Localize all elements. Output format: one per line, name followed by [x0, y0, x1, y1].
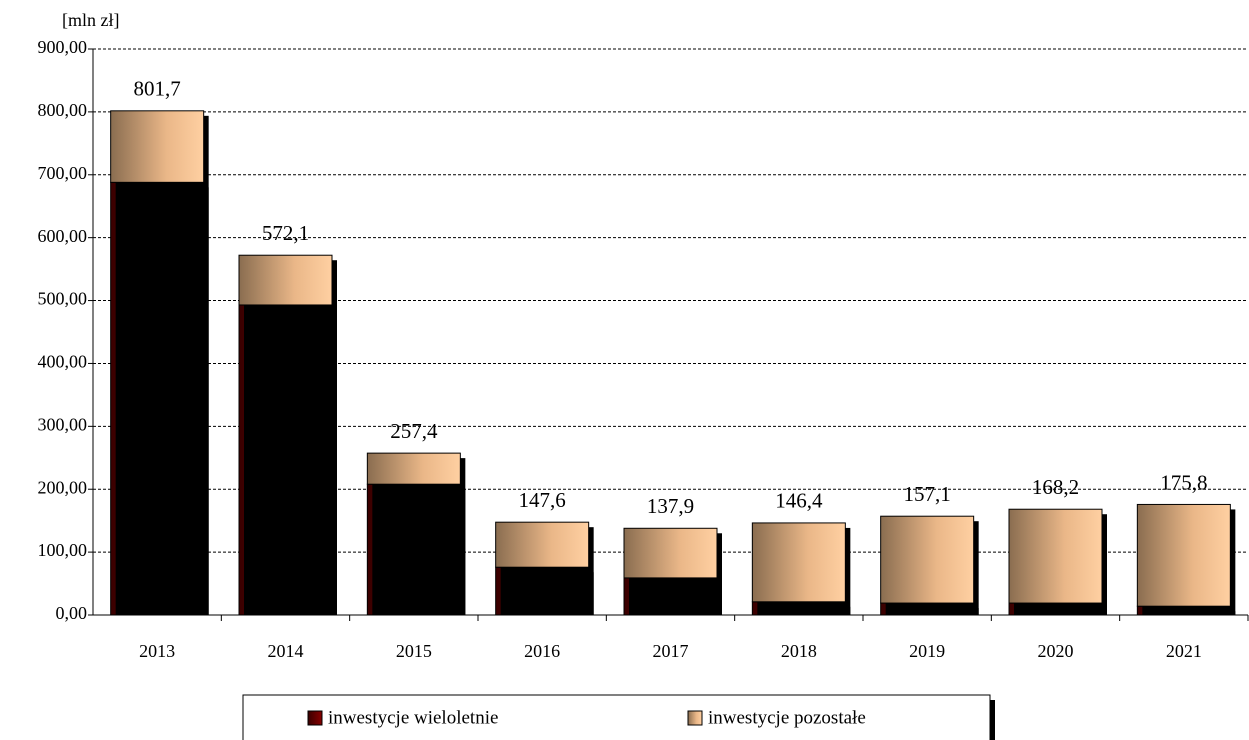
x-tick-label: 2019 [909, 641, 945, 661]
x-tick-label: 2020 [1038, 641, 1074, 661]
legend-box [242, 694, 991, 740]
x-tick-label: 2018 [781, 641, 817, 661]
total-label: 175,8 [1160, 470, 1207, 494]
x-tick-label: 2014 [268, 641, 304, 661]
y-tick-label: 100,00 [38, 540, 88, 560]
bar [751, 522, 846, 603]
total-label: 137,9 [647, 494, 694, 518]
total-label: 801,7 [134, 77, 181, 101]
legend-label: inwestycje wieloletnie [328, 707, 498, 728]
y-tick-label: 400,00 [38, 352, 88, 372]
bar [1008, 508, 1103, 604]
y-tick-label: 800,00 [38, 100, 88, 120]
x-tick-label: 2013 [139, 641, 175, 661]
total-label: 572,1 [262, 221, 309, 245]
legend-swatch [687, 710, 703, 726]
total-label: 147,6 [519, 488, 566, 512]
y-tick-label: 500,00 [38, 289, 88, 309]
bar [623, 527, 718, 579]
total-label: 168,2 [1032, 475, 1079, 499]
bar [880, 515, 975, 604]
y-tick-label: 0,00 [56, 603, 88, 623]
y-axis-label: [mln zł] [62, 10, 119, 30]
total-label: 157,1 [904, 482, 951, 506]
bar [1136, 503, 1231, 607]
y-tick-label: 700,00 [38, 163, 88, 183]
legend-label: inwestycje pozostałe [708, 707, 866, 728]
bar [366, 452, 461, 485]
x-tick-label: 2015 [396, 641, 432, 661]
total-label: 257,4 [390, 419, 438, 443]
total-label: 146,4 [775, 489, 823, 513]
bar-shadow [244, 260, 337, 615]
y-tick-label: 300,00 [38, 414, 88, 434]
y-tick-label: 900,00 [38, 37, 88, 57]
bar [110, 110, 205, 183]
x-tick-label: 2016 [524, 641, 560, 661]
bar [495, 521, 590, 568]
x-tick-label: 2017 [653, 641, 689, 661]
bar-shadow [115, 115, 209, 616]
legend-swatch [307, 710, 323, 726]
y-tick-label: 600,00 [38, 226, 88, 246]
x-tick-label: 2021 [1166, 641, 1202, 661]
y-tick-label: 200,00 [38, 477, 88, 497]
bar [238, 254, 333, 306]
